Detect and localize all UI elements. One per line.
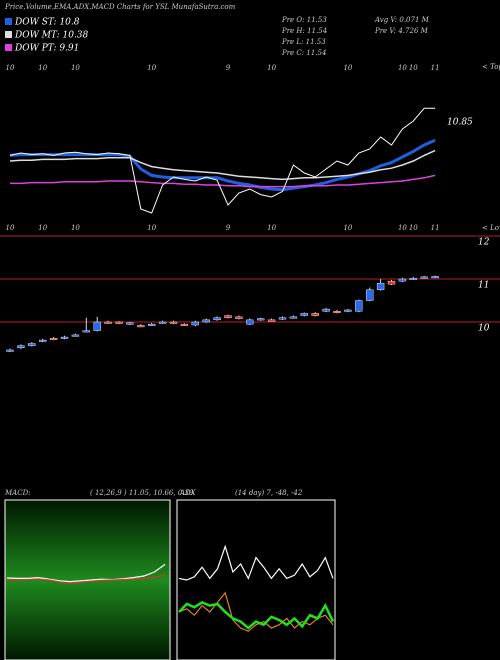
x-tick-label: 10 [409, 64, 418, 72]
candle-body [376, 283, 385, 290]
line [9, 138, 436, 192]
x-tick-label: 10 [267, 224, 276, 232]
candle-body [39, 339, 47, 342]
x-tick-label: 11 [431, 64, 440, 72]
legend-swatch [5, 44, 12, 51]
legend-swatch [5, 18, 12, 25]
page-title: Price,Volume,EMA,ADX,MACD Charts for YSL… [4, 3, 236, 11]
candle-body [409, 277, 417, 280]
candle-body [93, 321, 101, 331]
candle-body [137, 325, 145, 328]
x-tick-label: 10 [38, 64, 47, 72]
x-tick-label: 10 [6, 224, 15, 232]
candle-body [355, 300, 363, 312]
line [6, 563, 166, 583]
candle-body [300, 313, 308, 316]
panel-title: MACD: [4, 489, 31, 497]
candle-body [224, 315, 232, 318]
panel-subtitle: (14 day) 7, -48, -42 [235, 489, 303, 497]
x-tick-label: 10 [6, 64, 15, 72]
candle-body [6, 349, 14, 352]
line [10, 174, 436, 188]
candle-body [366, 289, 374, 301]
candle-body [60, 336, 69, 339]
candle-body [191, 321, 200, 326]
candle-body [17, 345, 25, 348]
x-tick-label: 10 [71, 64, 80, 72]
candle-body [246, 319, 254, 325]
line [178, 600, 335, 630]
annotation: < Lows [482, 224, 500, 232]
x-tick-label: 9 [226, 64, 231, 72]
stat: Avg V: 0.071 M [374, 16, 430, 24]
y-tick-label: 12 [478, 238, 490, 248]
annotation: < Tops [482, 63, 500, 71]
candle-body [147, 323, 156, 326]
line [7, 574, 166, 584]
candle-body [387, 280, 396, 285]
candle-body [28, 343, 36, 346]
y-tick-label: 10 [478, 324, 490, 334]
line [9, 107, 436, 214]
x-tick-label: 10 [267, 64, 276, 72]
candle-body [180, 323, 189, 326]
line [178, 544, 334, 581]
candle-body [115, 321, 123, 324]
x-tick-label: 9 [226, 224, 231, 232]
adx-panel [176, 499, 336, 660]
end-label: 10.85 [447, 118, 473, 128]
candle-body [235, 316, 243, 319]
candle-body [71, 334, 80, 337]
candle-body [311, 313, 319, 316]
candle-body [267, 319, 276, 322]
candle-body [431, 276, 439, 279]
panel-subtitle: ( 12,26,9 ) 11.05, 10.66, 0.39 [90, 489, 194, 497]
legend-swatch [5, 31, 12, 38]
candle-body [126, 322, 134, 325]
candle-body [213, 317, 221, 321]
panel-title: ADX [179, 489, 197, 497]
x-tick-label: 10 [147, 224, 156, 232]
y-tick-label: 11 [478, 281, 489, 291]
x-tick-label: 10 [409, 224, 418, 232]
candle-body [104, 321, 112, 324]
x-tick-label: 10 [343, 224, 352, 232]
candle-body [333, 311, 341, 313]
candle-body [158, 321, 167, 324]
candle-body [278, 317, 287, 320]
candle-body [398, 278, 407, 282]
x-tick-label: 10 [71, 224, 80, 232]
candle-body [420, 276, 428, 279]
candle-body [49, 338, 58, 341]
candle-body [202, 319, 210, 323]
stat: Pre O: 11.53 [281, 16, 327, 24]
x-tick-label: 10 [147, 64, 156, 72]
line [178, 591, 334, 632]
stat: Pre C: 11.54 [281, 49, 326, 57]
candle-body [289, 316, 298, 319]
stat: Pre H: 11.54 [281, 27, 327, 35]
x-tick-label: 11 [431, 224, 440, 232]
legend-entry: DOW MT: 10.38 [14, 31, 89, 41]
x-tick-label: 10 [343, 64, 352, 72]
line [9, 149, 436, 181]
x-tick-label: 10 [398, 64, 407, 72]
legend-entry: DOW ST: 10.8 [14, 18, 80, 28]
candle-body [169, 321, 178, 324]
x-tick-label: 10 [398, 224, 407, 232]
legend-entry: DOW PT: 9.91 [14, 44, 79, 54]
candle-body [257, 318, 265, 321]
candle-body [322, 308, 330, 312]
stat: Pre L: 11.53 [281, 38, 326, 46]
x-tick-label: 10 [38, 224, 47, 232]
candle-body [82, 330, 91, 333]
candle-body [344, 309, 352, 312]
stat: Pre V: 4.726 M [374, 27, 429, 35]
